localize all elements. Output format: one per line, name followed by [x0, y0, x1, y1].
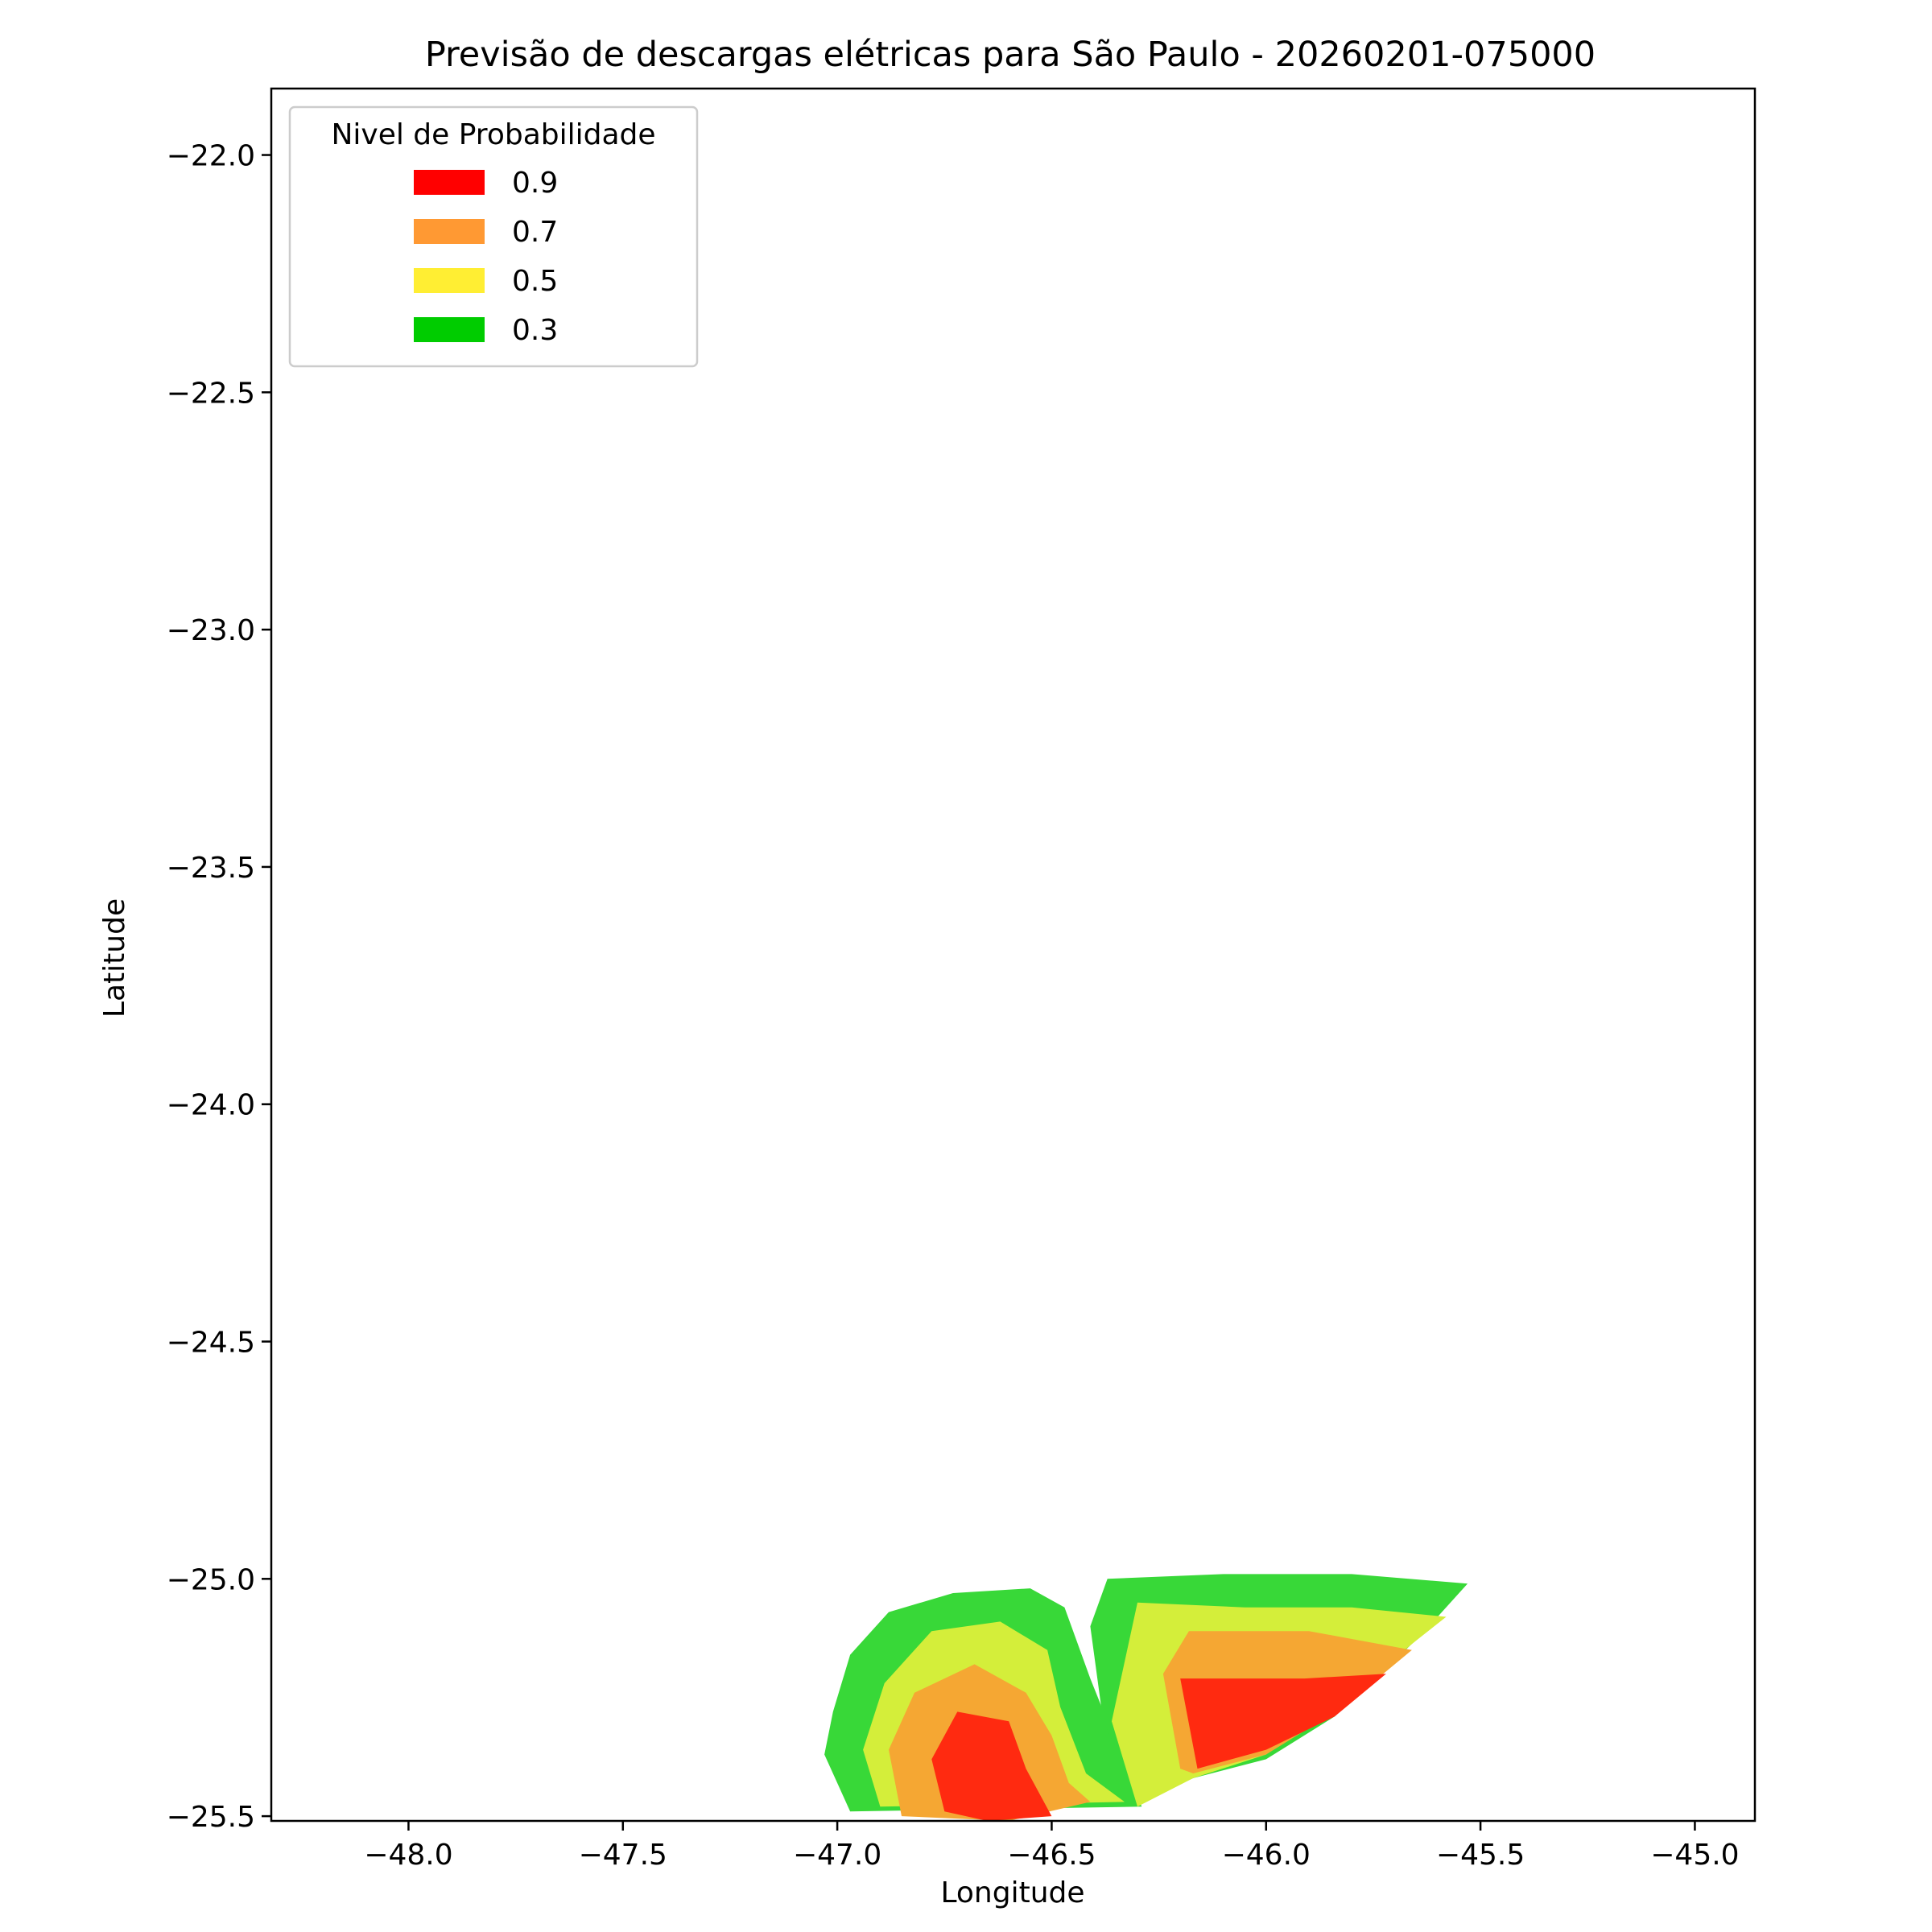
contour-region-09-7	[1180, 1674, 1386, 1769]
contour-regions	[824, 1574, 1468, 1821]
x-axis-label: Longitude	[940, 1876, 1084, 1909]
y-tick-label: −24.0	[167, 1089, 255, 1122]
y-tick-label: −22.0	[167, 140, 255, 173]
legend-label: 0.7	[512, 216, 558, 249]
legend-label: 0.3	[512, 314, 558, 347]
legend-swatch	[414, 268, 485, 293]
y-tick-label: −25.5	[167, 1801, 255, 1834]
legend-label: 0.5	[512, 265, 558, 298]
y-axis-label: Latitude	[98, 898, 131, 1018]
y-tick-label: −22.5	[167, 377, 255, 410]
x-tick-label: −48.0	[364, 1839, 452, 1872]
x-tick-label: −45.5	[1436, 1839, 1525, 1872]
legend-label: 0.9	[512, 167, 558, 200]
contour-region-09-6	[931, 1711, 1052, 1821]
plot-frame	[270, 87, 1757, 1823]
legend-entries: 0.9 0.7 0.5 0.3	[414, 167, 558, 347]
y-tick-label: −25.0	[167, 1563, 255, 1596]
legend-title: Nivel de Probabilidade	[331, 118, 655, 151]
y-tick-label: −24.5	[167, 1327, 255, 1360]
legend-swatch	[414, 170, 485, 195]
x-tick-label: −46.5	[1007, 1839, 1096, 1872]
x-tick-label: −47.0	[793, 1839, 881, 1872]
legend: Nivel de Probabilidade 0.9 0.7 0.5 0.3	[288, 105, 699, 368]
chart-title: Previsão de descargas elétricas para São…	[425, 35, 1596, 75]
x-tick-label: −47.5	[579, 1839, 667, 1872]
y-tick-label: −23.5	[167, 852, 255, 885]
y-tick-label: −23.0	[167, 614, 255, 647]
legend-swatch	[414, 317, 485, 342]
y-axis: −22.0 −22.5 −23.0 −23.5 −24.0 −24.5 −25.0 −25.5	[167, 140, 271, 1834]
legend-swatch	[414, 219, 485, 244]
x-tick-label: −45.0	[1650, 1839, 1739, 1872]
x-axis: −48.0 −47.5 −47.0 −46.5 −46.0 −45.5 −45.0	[364, 1821, 1740, 1872]
legend-box	[288, 105, 699, 368]
x-tick-label: −46.0	[1222, 1839, 1311, 1872]
plot-area	[270, 87, 1757, 1823]
